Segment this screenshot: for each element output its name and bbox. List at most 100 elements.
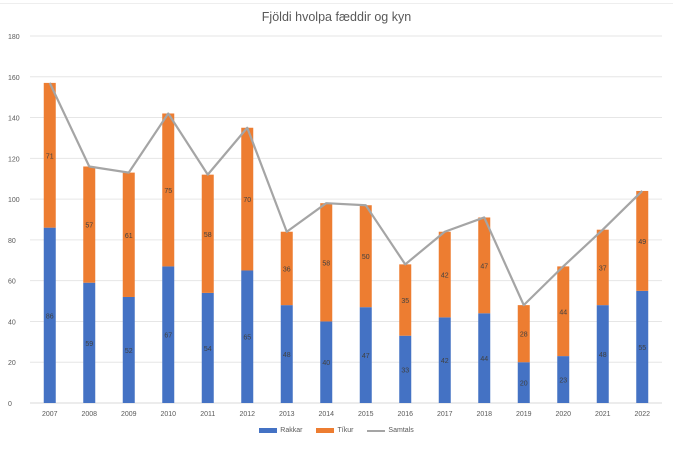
- bar-tkur: [557, 266, 570, 357]
- y-tick-label: 20: [8, 360, 16, 367]
- data-label: 55: [638, 345, 646, 352]
- data-label: 36: [283, 266, 291, 273]
- x-tick-label: 2012: [239, 411, 255, 418]
- x-tick-label: 2008: [81, 411, 97, 418]
- chart-title: Fjöldi hvolpa fæddir og kyn: [261, 10, 412, 24]
- bar-rakkar: [636, 290, 649, 403]
- bar-tkur: [399, 264, 412, 336]
- y-tick-label: 0: [8, 401, 12, 408]
- bar-rakkar: [557, 356, 570, 403]
- bar-rakkar: [438, 317, 451, 403]
- bar-rakkar: [399, 335, 412, 403]
- bar-tkur: [438, 231, 451, 318]
- x-tick-label: 2017: [437, 411, 453, 418]
- data-label: 37: [599, 265, 607, 272]
- legend-label: Rakkar: [280, 427, 303, 434]
- y-tick-label: 40: [8, 319, 16, 326]
- data-label: 50: [362, 254, 370, 261]
- data-label: 71: [46, 153, 54, 160]
- data-label: 54: [204, 346, 212, 353]
- data-label: 65: [243, 335, 251, 342]
- x-tick-label: 2007: [42, 411, 58, 418]
- data-label: 75: [164, 188, 172, 195]
- bar-rakkar: [83, 282, 96, 403]
- legend-label: Tíkur: [337, 427, 354, 434]
- data-label: 33: [401, 367, 409, 374]
- data-label: 48: [599, 352, 607, 359]
- y-tick-label: 180: [8, 34, 20, 41]
- y-tick-label: 120: [8, 156, 20, 163]
- bar-tkur: [162, 113, 175, 267]
- x-tick-label: 2015: [358, 411, 374, 418]
- legend-item-tikur: Tíkur: [316, 427, 353, 434]
- y-tick-label: 80: [8, 238, 16, 245]
- data-label: 58: [204, 232, 212, 239]
- bar-tkur: [201, 174, 214, 293]
- data-label: 49: [638, 239, 646, 246]
- x-tick-label: 2021: [595, 411, 611, 418]
- bar-tkur: [280, 231, 293, 306]
- data-label: 40: [322, 360, 330, 367]
- bar-tkur: [241, 127, 254, 271]
- data-label: 59: [85, 341, 93, 348]
- bar-rakkar: [478, 313, 491, 403]
- bar-tkur: [122, 172, 135, 297]
- data-label: 86: [46, 313, 54, 320]
- line-samtals: [48, 82, 644, 307]
- data-label: 28: [520, 332, 528, 339]
- x-tick-label: 2010: [160, 411, 176, 418]
- x-tick-label: 2018: [476, 411, 492, 418]
- bar-tkur: [359, 205, 372, 308]
- x-tick-label: 2019: [516, 411, 532, 418]
- bar-rakkar: [241, 270, 254, 403]
- data-label: 42: [441, 273, 449, 280]
- bar-rakkar: [280, 305, 293, 403]
- bar-tkur: [517, 305, 530, 363]
- data-label: 61: [125, 233, 133, 240]
- y-tick-label: 140: [8, 116, 20, 123]
- data-label: 52: [125, 348, 133, 355]
- data-label: 23: [559, 378, 567, 385]
- bar-tkur: [43, 82, 56, 228]
- bar-rakkar: [359, 307, 372, 403]
- x-tick-label: 2020: [555, 411, 571, 418]
- x-tick-label: 2013: [279, 411, 295, 418]
- x-tick-label: 2011: [200, 411, 215, 418]
- bar-rakkar: [320, 321, 333, 403]
- bar-tkur: [596, 229, 609, 306]
- data-label: 48: [283, 352, 291, 359]
- legend-swatch-rakkar: [259, 428, 278, 433]
- legend-item-samtals: Samtals: [367, 427, 414, 434]
- bar-tkur: [320, 203, 333, 322]
- data-label: 70: [243, 197, 251, 204]
- bar-rakkar: [122, 296, 135, 403]
- bar-rakkar: [596, 305, 609, 403]
- y-tick-label: 60: [8, 279, 16, 286]
- x-tick-label: 2022: [634, 411, 650, 418]
- x-tick-label: 2016: [397, 411, 413, 418]
- chart-border: [0, 3, 673, 4]
- legend-swatch-samtals: [367, 429, 386, 432]
- x-tick-label: 2009: [121, 411, 137, 418]
- legend-label: Samtals: [388, 427, 414, 434]
- x-tick-label: 2014: [318, 411, 334, 418]
- legend-item-rakkar: Rakkar: [259, 427, 302, 434]
- data-label: 20: [520, 381, 528, 388]
- legend: Rakkar Tíkur Samtals: [0, 427, 673, 434]
- legend-swatch-tikur: [316, 428, 335, 433]
- y-tick-label: 100: [8, 197, 20, 204]
- data-label: 47: [362, 353, 370, 360]
- bar-tkur: [478, 217, 491, 314]
- data-label: 67: [164, 333, 172, 340]
- data-label: 42: [441, 358, 449, 365]
- bar-tkur: [83, 166, 96, 283]
- data-label: 44: [480, 356, 488, 363]
- data-label: 57: [85, 223, 93, 230]
- data-label: 44: [559, 309, 567, 316]
- bar-rakkar: [517, 362, 530, 403]
- data-label: 58: [322, 260, 330, 267]
- y-tick-label: 160: [8, 75, 20, 82]
- bar-rakkar: [201, 292, 214, 403]
- data-label: 47: [480, 263, 488, 270]
